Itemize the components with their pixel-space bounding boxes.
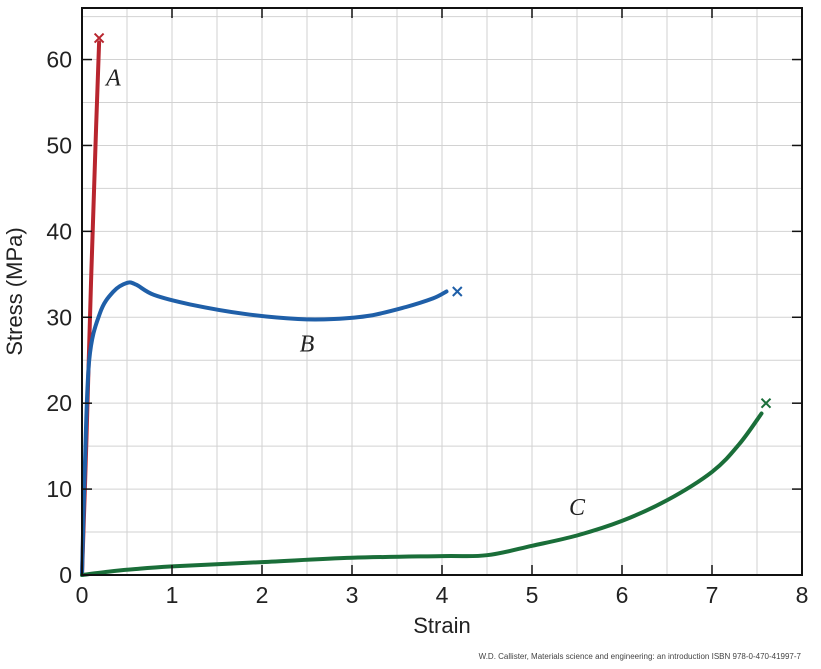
x-tick-label: 3 [346, 582, 359, 608]
fracture-marker-c [760, 397, 772, 409]
x-tick-label: 0 [76, 582, 89, 608]
y-tick-label: 60 [46, 47, 72, 73]
fracture-marker-stroke [93, 32, 105, 44]
curve-label-b: B [300, 332, 315, 358]
source-credit: W.D. Callister, Materials science and en… [478, 652, 801, 661]
series-line-b [80, 280, 449, 577]
y-tick-label: 50 [46, 132, 72, 158]
series-layer [80, 32, 772, 577]
fracture-marker-stroke [452, 286, 463, 297]
curve-labels: A B C [104, 65, 586, 521]
series-line-c [80, 411, 764, 577]
y-tick-label: 0 [59, 562, 72, 588]
axis-ticks: 0 1 2 3 4 5 6 7 8 0 10 20 30 40 50 60 [46, 8, 808, 608]
curve-label-a: A [104, 65, 121, 91]
x-tick-label: 4 [436, 582, 449, 608]
x-tick-label: 5 [526, 582, 539, 608]
x-tick-label: 8 [796, 582, 809, 608]
x-tick-label: 1 [166, 582, 179, 608]
x-tick-label: 7 [706, 582, 719, 608]
y-tick-label: 20 [46, 390, 72, 416]
y-axis-title: Stress (MPa) [2, 227, 27, 355]
x-tick-label: 2 [256, 582, 269, 608]
curve-label-c: C [569, 495, 586, 521]
y-tick-label: 40 [46, 218, 72, 244]
y-tick-label: 30 [46, 304, 72, 330]
x-axis-title: Strain [413, 613, 470, 638]
y-tick-label: 10 [46, 476, 72, 502]
grid-lines [81, 8, 803, 576]
fracture-marker-stroke [760, 397, 772, 409]
fracture-marker-b [452, 286, 463, 297]
fracture-marker-a [93, 32, 105, 44]
x-tick-label: 6 [616, 582, 629, 608]
